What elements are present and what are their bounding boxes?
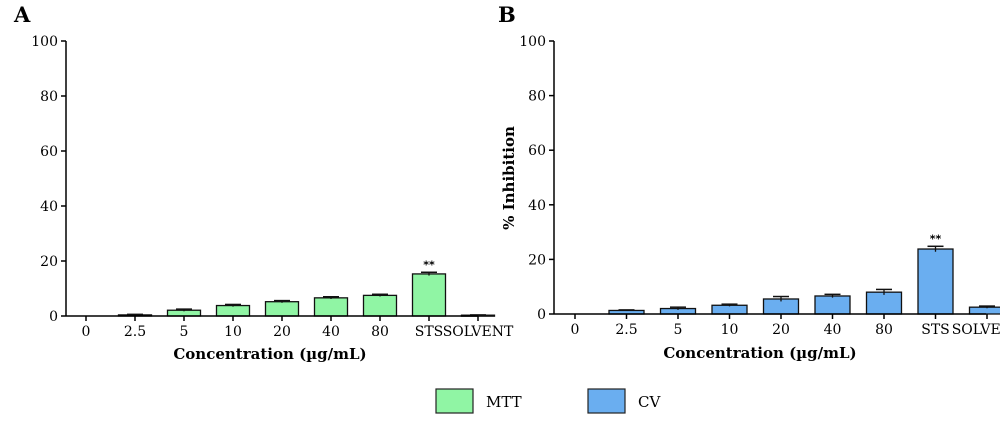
panel-a-bars: ** (117, 258, 496, 317)
panel-b-bar (917, 248, 954, 315)
panel-b-x-tick-label: 40 (824, 322, 842, 338)
panel-a-x-tick-label: 5 (180, 324, 189, 340)
legend: MTT CV (435, 388, 661, 414)
panel-b-letter: B (498, 2, 516, 27)
legend-label-mtt: MTT (486, 393, 522, 411)
panel-b-bar (968, 306, 1000, 315)
panel-a-bar (362, 294, 398, 317)
panel-a-x-tick-label: STS (415, 324, 444, 340)
legend-swatch-cv (587, 388, 626, 414)
panel-a-x-tick-label: 40 (322, 324, 340, 340)
panel-a-y-ticks: 0 20 40 60 80 100 (31, 34, 66, 325)
panel-b-x-tick-label: 5 (674, 322, 683, 338)
panel-a-x-tick-label: 0 (82, 324, 91, 340)
panel-b-y-tick-label: 20 (528, 252, 546, 268)
panel-b-y-tick-label: 100 (519, 34, 546, 50)
panel-a-y-tick-label: 40 (40, 199, 58, 215)
panel-b-y-tick-label: 60 (528, 143, 546, 159)
panel-a-x-tick-label: SOLVENT (443, 324, 514, 340)
panel-b-bar (814, 295, 851, 315)
panel-b-x-tick-label: 20 (772, 322, 790, 338)
panel-b-bar (711, 304, 748, 315)
panel-b-x-tick-label: 10 (721, 322, 739, 338)
panel-b-significance-label: ** (930, 232, 942, 245)
panel-b-x-title: Concentration (µg/mL) (663, 344, 856, 362)
panel-a-x-tick-label: 80 (371, 324, 389, 340)
legend-label-cv: CV (638, 393, 661, 411)
panel-a-bar (215, 304, 251, 317)
panel-a-significance-label: ** (423, 258, 435, 271)
panel-a-bar (264, 301, 300, 317)
panel-a-x-tick-label: 10 (224, 324, 242, 340)
panel-a-bar (313, 297, 349, 317)
panel-b-bars: ** (608, 232, 1000, 315)
panel-b-y-tick-label: 80 (528, 89, 546, 105)
panel-a-y-tick-label: 60 (40, 144, 58, 160)
panel-b-x-tick-label: 2.5 (615, 322, 637, 338)
panel-a: A ** 0 20 40 60 80 100 0 2.5 5 10 20 40 80 STS SOLVEN… (13, 2, 514, 363)
panel-b-x-tick-label: STS (921, 322, 950, 338)
panel-a-y-tick-label: 100 (31, 34, 58, 50)
panel-b-y-title: % Inhibition (500, 126, 518, 230)
panel-b-y-ticks: 0 20 40 60 80 100 (519, 34, 554, 323)
panel-a-x-ticks: 0 2.5 5 10 20 40 80 STS SOLVENT (82, 316, 514, 340)
panel-a-letter: A (13, 2, 31, 27)
panel-a-y-tick-label: 80 (40, 89, 58, 105)
panel-b-x-tick-label: 80 (875, 322, 893, 338)
panel-a-x-tick-label: 2.5 (124, 324, 146, 340)
panel-b: B ** 0 20 40 60 80 100 0 2.5 5 10 20 40 80 STSSOLVEN… (498, 2, 1000, 362)
panel-b-x-tick-label: SOLVENT (952, 322, 1000, 338)
panel-a-y-tick-label: 20 (40, 254, 58, 270)
panel-b-x-tick-label: 0 (571, 322, 580, 338)
panel-a-x-tick-label: 20 (273, 324, 291, 340)
panel-a-x-title: Concentration (µg/mL) (173, 345, 366, 363)
panel-a-bar (411, 273, 447, 317)
panel-b-bar (865, 291, 903, 315)
panel-b-y-tick-label: 40 (528, 198, 546, 214)
legend-swatch-mtt (435, 388, 474, 414)
panel-b-y-tick-label: 0 (537, 307, 546, 323)
panel-a-y-tick-label: 0 (49, 309, 58, 325)
